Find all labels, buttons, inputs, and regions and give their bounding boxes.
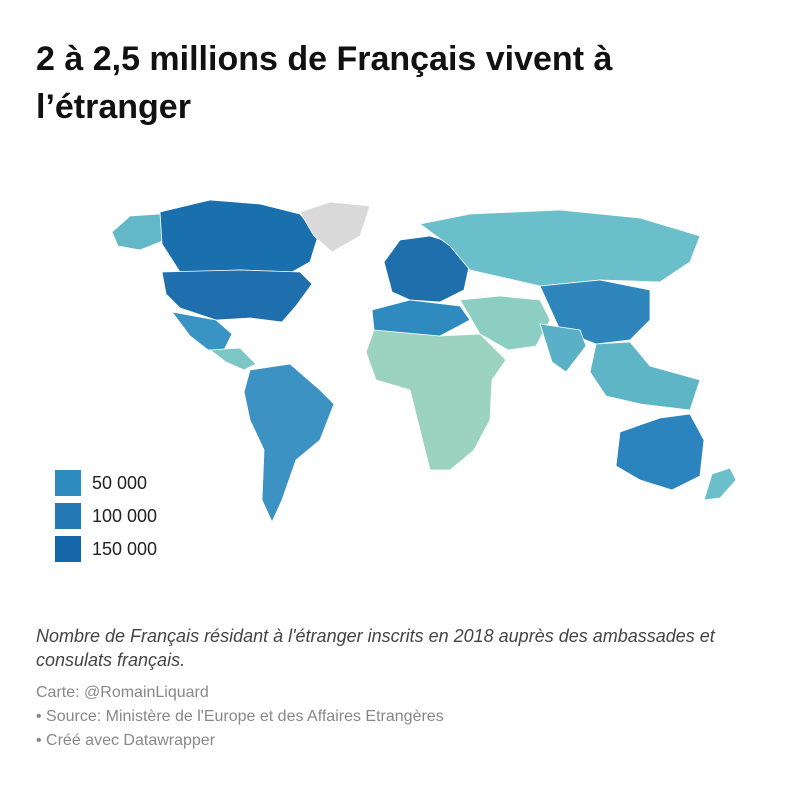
credit: • Créé avec Datawrapper [36, 732, 216, 749]
central-america [208, 347, 257, 371]
russia [419, 209, 701, 287]
south-america [243, 363, 335, 523]
legend-label: 150 000 [92, 539, 157, 559]
credit: • Source: Ministère de l'Europe et des A… [36, 708, 444, 725]
europe [383, 235, 471, 303]
legend-swatch [55, 536, 81, 562]
new-zealand [703, 467, 737, 501]
description: Nombre de Français résidant à l'étranger… [36, 626, 715, 670]
india [539, 323, 587, 373]
title-line: l’étranger [36, 88, 191, 126]
north-africa [371, 299, 471, 337]
greenland [299, 201, 371, 253]
africa [365, 329, 507, 471]
legend-label: 50 000 [92, 473, 147, 493]
australia [615, 413, 705, 491]
legend-swatch [55, 470, 81, 496]
alaska [111, 213, 166, 251]
legend-swatch [55, 503, 81, 529]
credit: Carte: @RomainLiquard [36, 684, 209, 701]
title-line: 2 à 2,5 millions de Français vivent à [36, 40, 613, 78]
usa [161, 269, 313, 323]
world-map [111, 199, 737, 523]
map: 50 000 100 000 150 000 [55, 199, 737, 562]
canada [159, 199, 319, 273]
southeast-asia [589, 341, 701, 411]
legend-label: 100 000 [92, 506, 157, 526]
